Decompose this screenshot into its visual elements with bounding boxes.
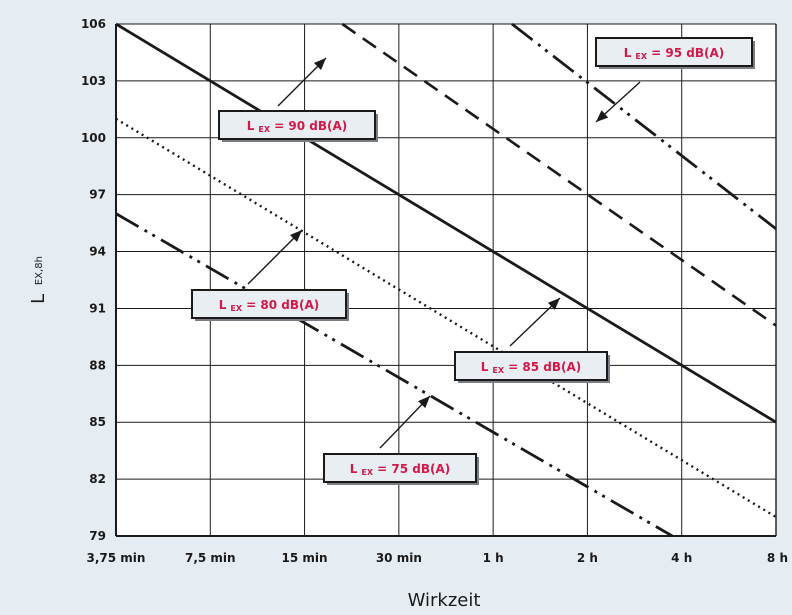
y-tick-label: 82: [89, 472, 106, 486]
tick-labels: 106 103 100 97 94 91 88 85 82 79 3,75 min 7,5 min 15…: [81, 17, 788, 565]
x-tick-label: 15 min: [282, 551, 328, 565]
x-tick-label: 2 h: [577, 551, 598, 565]
y-tick-label: 91: [89, 301, 106, 315]
annotation-box: [595, 37, 753, 67]
annotation-text: L EX = 85 dB(A): [481, 360, 582, 375]
y-axis-title-main: L: [28, 294, 49, 304]
annotation-text: L EX = 95 dB(A): [624, 46, 725, 61]
series-line: [341, 22, 777, 327]
series-line: [511, 22, 777, 230]
svg-text:L EX,8h: L EX,8h: [28, 256, 49, 304]
annotation-box: [218, 110, 376, 140]
y-tick-label: 106: [81, 17, 106, 31]
arrow-head: [313, 58, 326, 71]
y-axis-title-sub: EX,8h: [34, 256, 45, 285]
x-tick-label: 7,5 min: [185, 551, 236, 565]
series-line: [115, 22, 777, 424]
annotation-box: [454, 351, 608, 381]
y-tick-label: 103: [81, 74, 106, 88]
x-tick-label: 4 h: [671, 551, 692, 565]
y-tick-label: 85: [89, 415, 106, 429]
annotation-label: L EX = 90 dB(A): [218, 57, 378, 142]
y-tick-label: 88: [89, 358, 106, 372]
series-layer: [115, 22, 777, 538]
annotation-box: [191, 289, 347, 319]
annotation-text: L EX = 90 dB(A): [247, 119, 348, 134]
annotation-label: L EX = 80 dB(A): [191, 229, 349, 321]
annotation-label: L EX = 75 dB(A): [323, 395, 479, 485]
y-tick-label: 97: [89, 188, 106, 202]
series-line: [115, 212, 673, 538]
arrow-head: [596, 110, 609, 122]
grid: [115, 23, 777, 537]
x-tick-label: 3,75 min: [87, 551, 146, 565]
annotation-text: L EX = 75 dB(A): [350, 462, 451, 477]
series-line: [115, 117, 777, 519]
x-tick-label: 8 h: [767, 551, 788, 565]
annotation-label: L EX = 85 dB(A): [454, 297, 610, 383]
annotation-box: [323, 453, 477, 483]
arrow-head: [547, 298, 560, 310]
y-tick-label: 100: [81, 131, 106, 145]
annotation-label: L EX = 95 dB(A): [595, 37, 755, 123]
y-tick-label: 94: [89, 245, 106, 259]
x-axis-title: Wirkzeit: [408, 590, 481, 611]
y-tick-label: 79: [89, 529, 106, 543]
annotation-arrow-line: [379, 395, 431, 449]
annotations: L EX = 95 dB(A) L EX = 90 dB(A) L EX = 80 dB(…: [191, 37, 755, 485]
y-axis-title: L EX,8h: [28, 256, 49, 304]
x-tick-label: 1 h: [483, 551, 504, 565]
arrow-head: [289, 230, 302, 243]
arrow-head: [418, 396, 430, 409]
annotation-arrow-line: [247, 229, 303, 285]
x-tick-label: 30 min: [376, 551, 422, 565]
annotation-text: L EX = 80 dB(A): [219, 298, 320, 313]
